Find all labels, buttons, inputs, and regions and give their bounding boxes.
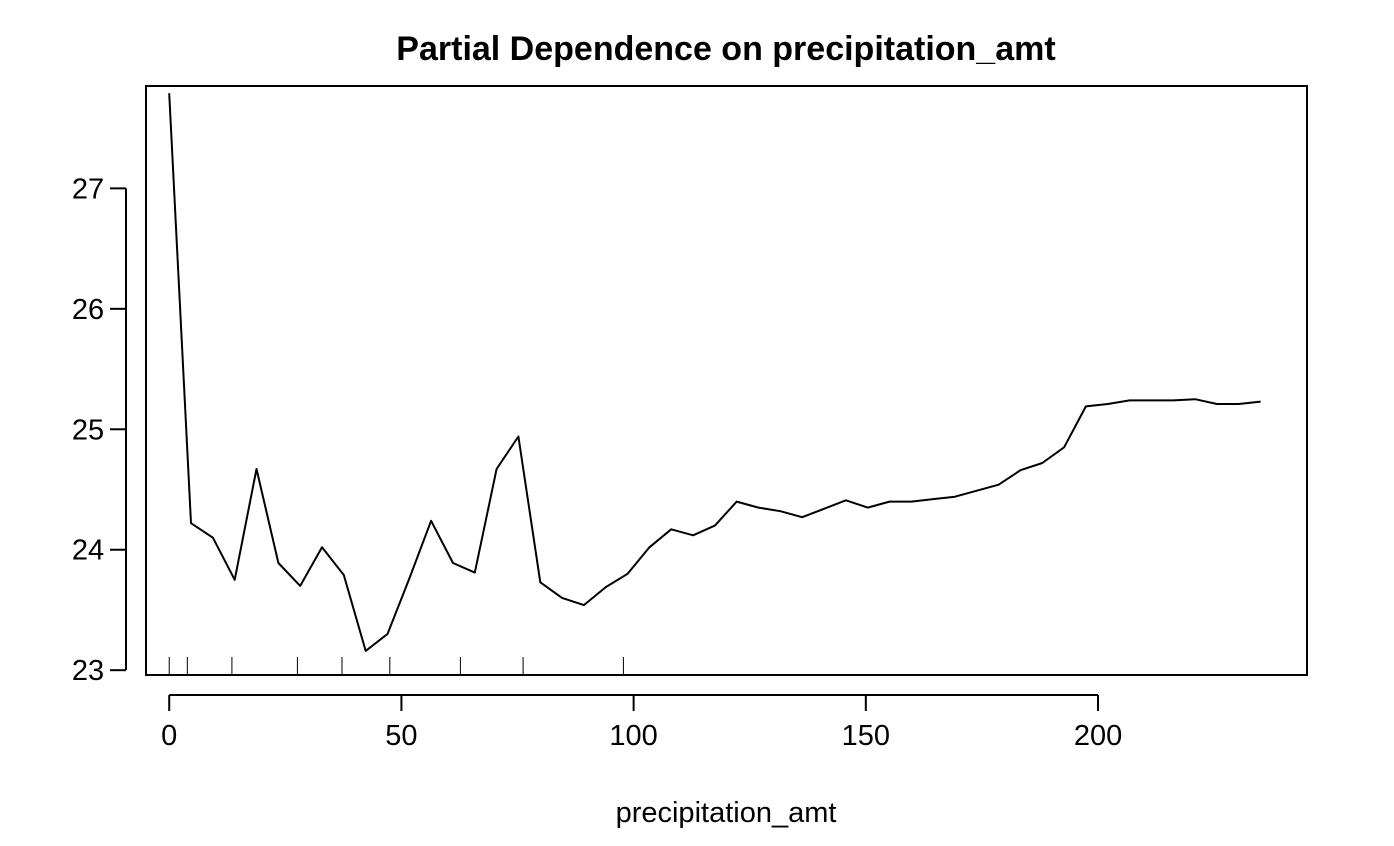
- y-tick-label-3: 26: [72, 294, 104, 326]
- x-tick-label-4: 200: [1074, 720, 1122, 752]
- series-line-0: [168, 93, 1261, 652]
- x-tick-label-1: 50: [385, 720, 417, 752]
- y-tick-label-1: 24: [72, 535, 104, 567]
- y-tick-label-4: 27: [72, 173, 104, 205]
- y-tick-label-2: 25: [72, 414, 104, 446]
- x-axis-label: precipitation_amt: [616, 797, 837, 829]
- x-tick-label-3: 150: [842, 720, 890, 752]
- x-axis: 0 50 100 150 200: [161, 694, 1122, 752]
- series-line-group: [168, 93, 1261, 652]
- y-tick-label-0: 23: [72, 655, 104, 687]
- y-axis: 23 24 25 26 27: [72, 173, 127, 687]
- chart-title: Partial Dependence on precipitation_amt: [396, 30, 1055, 68]
- plot-frame: [145, 85, 1308, 676]
- rug-marks: [168, 657, 624, 675]
- x-tick-label-0: 0: [161, 720, 177, 752]
- x-tick-label-2: 100: [609, 720, 657, 752]
